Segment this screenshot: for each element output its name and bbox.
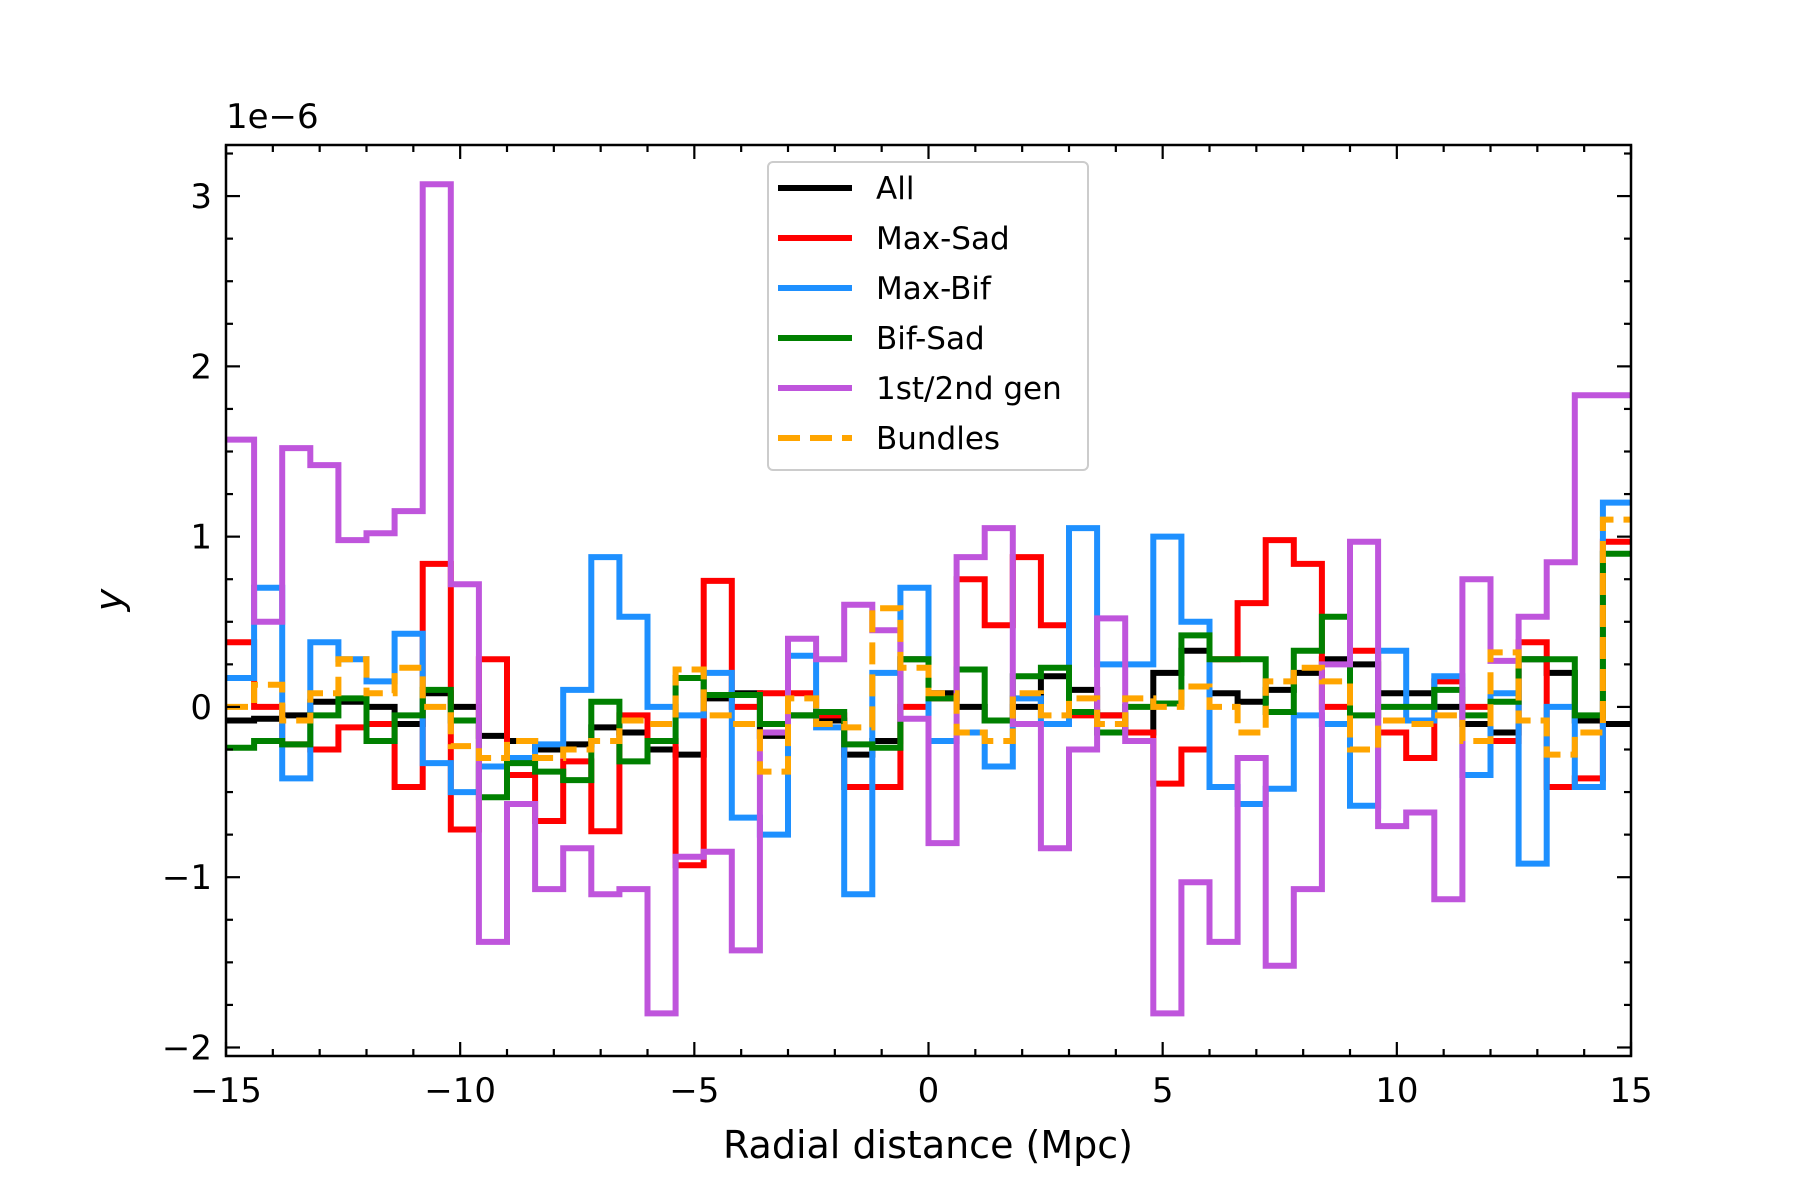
y-offset-text: 1e−6 xyxy=(226,97,319,137)
series-layer xyxy=(226,181,1631,1017)
series-line-5 xyxy=(226,516,1631,775)
x-tick-label: −10 xyxy=(424,1071,496,1111)
x-tick-label: −5 xyxy=(669,1071,719,1111)
legend: All Max-Sad Max-Bif Bif-Sad 1st/2nd gen Bundl… xyxy=(767,161,1089,471)
y-axis-label: y xyxy=(87,588,131,612)
y-tick-label: −2 xyxy=(162,1028,212,1068)
legend-label: All xyxy=(876,171,914,207)
y-tick-label: 2 xyxy=(190,347,212,387)
y-tick-label: −1 xyxy=(162,858,212,898)
y-tick-label: 1 xyxy=(190,518,212,558)
y-tick-label: 3 xyxy=(190,177,212,217)
legend-label: Max-Bif xyxy=(876,271,992,307)
legend-label: 1st/2nd gen xyxy=(876,371,1062,407)
x-tick-label: 0 xyxy=(918,1071,940,1111)
y-tick-label: 0 xyxy=(190,688,212,728)
x-tick-label: 15 xyxy=(1609,1071,1652,1111)
series-line-2 xyxy=(226,499,1631,898)
legend-label: Bif-Sad xyxy=(876,321,985,357)
x-axis-label: Radial distance (Mpc) xyxy=(723,1123,1133,1167)
legend-label: Bundles xyxy=(876,421,1000,457)
legend-label: Max-Sad xyxy=(876,221,1010,257)
x-tick-label: 5 xyxy=(1152,1071,1174,1111)
x-tick-label: −15 xyxy=(190,1071,262,1111)
x-tick-label: 10 xyxy=(1375,1071,1418,1111)
